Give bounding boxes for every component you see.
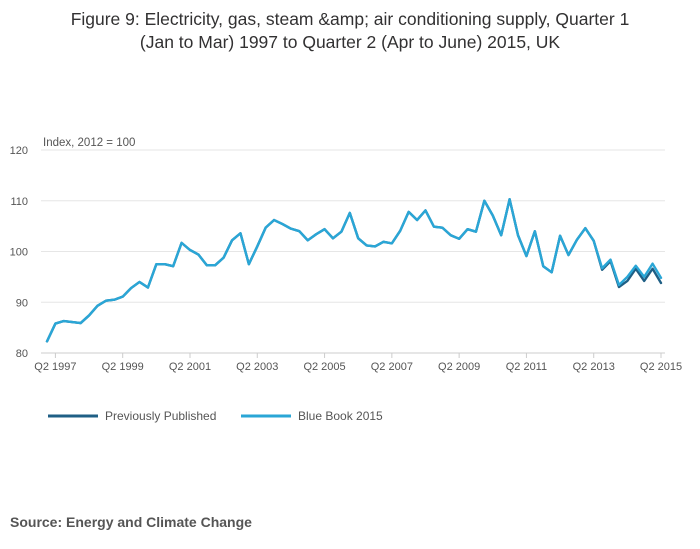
y-tick-label: 100 xyxy=(10,247,28,259)
y-axis-label: Index, 2012 = 100 xyxy=(43,137,135,149)
x-tick-label: Q2 2003 xyxy=(236,361,278,373)
legend-label-1: Blue Book 2015 xyxy=(298,409,383,423)
x-tick-label: Q2 2001 xyxy=(169,361,211,373)
y-tick-label: 80 xyxy=(16,348,28,360)
x-tick-label: Q2 1999 xyxy=(102,361,144,373)
x-tick-label: Q2 1997 xyxy=(34,361,76,373)
x-tick-label: Q2 2009 xyxy=(438,361,480,373)
source-note: Source: Energy and Climate Change xyxy=(10,514,252,530)
legend-label-0: Previously Published xyxy=(105,409,216,423)
chart-title-line-1: Figure 9: Electricity, gas, steam &amp; … xyxy=(70,9,630,29)
y-tick-label: 120 xyxy=(10,145,28,157)
chart-title-line-2: (Jan to Mar) 1997 to Quarter 2 (Apr to J… xyxy=(139,32,561,52)
x-tick-label: Q2 2005 xyxy=(303,361,345,373)
y-tick-label: 90 xyxy=(16,297,28,309)
y-tick-label: 110 xyxy=(10,196,28,208)
x-tick-label: Q2 2007 xyxy=(371,361,413,373)
x-tick-label: Q2 2015 xyxy=(640,361,682,373)
series-line-previously-published xyxy=(45,198,663,343)
x-tick-label: Q2 2013 xyxy=(573,361,615,373)
series-line-blue-book-2015 xyxy=(45,198,663,343)
chart-title: Figure 9: Electricity, gas, steam &amp; … xyxy=(0,8,700,54)
x-tick-label: Q2 2011 xyxy=(506,361,547,373)
